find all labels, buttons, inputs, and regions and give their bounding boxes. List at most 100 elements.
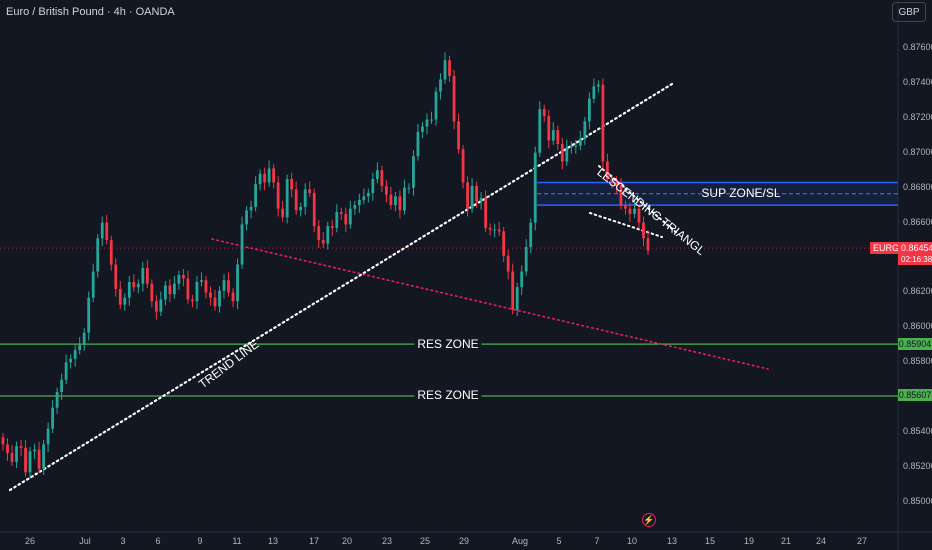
sup-zone-box bbox=[537, 182, 898, 206]
candle-body bbox=[182, 275, 185, 279]
candle-body bbox=[227, 280, 230, 293]
candle-body bbox=[375, 170, 379, 179]
candle-body bbox=[78, 344, 82, 351]
candle-body bbox=[186, 278, 190, 300]
candle-body bbox=[272, 168, 276, 183]
candle-body bbox=[443, 60, 447, 80]
candle-body bbox=[348, 208, 352, 225]
candle-body bbox=[218, 290, 221, 307]
candle-body bbox=[73, 350, 77, 359]
candle-body bbox=[37, 449, 41, 469]
x-tick-label: Aug bbox=[511, 536, 529, 546]
candle-body bbox=[624, 205, 627, 209]
candle-body bbox=[439, 79, 442, 92]
candle-body bbox=[353, 205, 357, 209]
candle-body bbox=[452, 75, 456, 122]
candle-body bbox=[204, 280, 208, 293]
candle-body bbox=[362, 196, 366, 200]
candle-body bbox=[592, 86, 596, 99]
candle-body bbox=[177, 275, 181, 284]
candle-body bbox=[299, 206, 303, 211]
candle-body bbox=[538, 109, 542, 153]
candle-body bbox=[488, 227, 492, 230]
x-tick-label: 11 bbox=[232, 536, 242, 546]
candle-body bbox=[209, 292, 212, 298]
x-tick-label: 13 bbox=[267, 536, 279, 546]
candle-body bbox=[28, 451, 32, 473]
candle-body bbox=[520, 271, 524, 288]
candle-body bbox=[357, 199, 361, 206]
candle-body bbox=[403, 187, 406, 211]
candle-body bbox=[619, 185, 623, 206]
lightning-icon[interactable]: ⚡ bbox=[642, 513, 656, 527]
candle-body bbox=[91, 271, 95, 298]
candle-body bbox=[254, 184, 257, 207]
candle-body bbox=[407, 187, 411, 189]
x-tick-label: 23 bbox=[381, 536, 393, 546]
candle-body bbox=[136, 283, 140, 288]
candle-body bbox=[511, 271, 515, 310]
candle-body bbox=[236, 264, 239, 302]
candle-body bbox=[308, 189, 312, 193]
candle-body bbox=[421, 126, 424, 132]
candle-body bbox=[434, 91, 438, 120]
candle-body bbox=[479, 198, 483, 202]
candle-body bbox=[529, 222, 533, 248]
candle-body bbox=[339, 212, 343, 214]
candle-body bbox=[466, 182, 469, 209]
candle-body bbox=[565, 147, 569, 162]
x-tick-label: 29 bbox=[458, 536, 470, 546]
y-tick-label: 0.85000 bbox=[903, 496, 932, 506]
candle-body bbox=[475, 185, 478, 202]
x-tick-label: 21 bbox=[780, 536, 792, 546]
candle-body bbox=[154, 301, 158, 312]
candle-body bbox=[33, 449, 36, 452]
candle-body bbox=[312, 192, 316, 227]
candle-body bbox=[646, 238, 650, 251]
candle-body bbox=[606, 161, 609, 179]
candle-body bbox=[394, 196, 397, 206]
x-tick-label: 19 bbox=[743, 536, 755, 546]
candle-body bbox=[294, 189, 298, 211]
candle-body bbox=[222, 280, 226, 291]
candle-body bbox=[10, 453, 14, 462]
candle-body bbox=[642, 222, 645, 239]
candle-body bbox=[150, 283, 154, 302]
candle-body bbox=[578, 138, 582, 146]
candle-body bbox=[321, 240, 325, 244]
candle-body bbox=[51, 407, 55, 429]
candle-body bbox=[55, 391, 59, 408]
x-tick-label: 24 bbox=[815, 536, 827, 546]
candle-body bbox=[213, 297, 217, 307]
candle-body bbox=[281, 208, 285, 218]
candle-body bbox=[245, 210, 248, 225]
candle-body bbox=[628, 208, 632, 214]
candle-body bbox=[127, 281, 131, 298]
candle-body bbox=[109, 240, 113, 265]
candle-body bbox=[200, 280, 203, 282]
candle-body bbox=[15, 446, 18, 462]
candles-layer bbox=[1, 52, 650, 479]
candle-body bbox=[448, 60, 451, 76]
candle-body bbox=[168, 285, 172, 295]
candle-body bbox=[493, 229, 497, 231]
candle-body bbox=[114, 264, 118, 289]
candle-body bbox=[163, 285, 167, 300]
candle-body bbox=[596, 84, 600, 87]
candle-body bbox=[587, 98, 591, 122]
candle-body bbox=[497, 229, 501, 232]
candle-body bbox=[6, 444, 9, 454]
candle-body bbox=[574, 145, 578, 147]
res-zone-1-label: RES ZONE bbox=[414, 337, 482, 351]
x-tick-label: 3 bbox=[120, 536, 126, 546]
x-tick-label: 9 bbox=[197, 536, 203, 546]
currency-button[interactable]: GBP bbox=[892, 2, 926, 22]
candle-body bbox=[82, 332, 86, 345]
candle-body bbox=[285, 178, 289, 218]
candle-body bbox=[560, 144, 564, 162]
